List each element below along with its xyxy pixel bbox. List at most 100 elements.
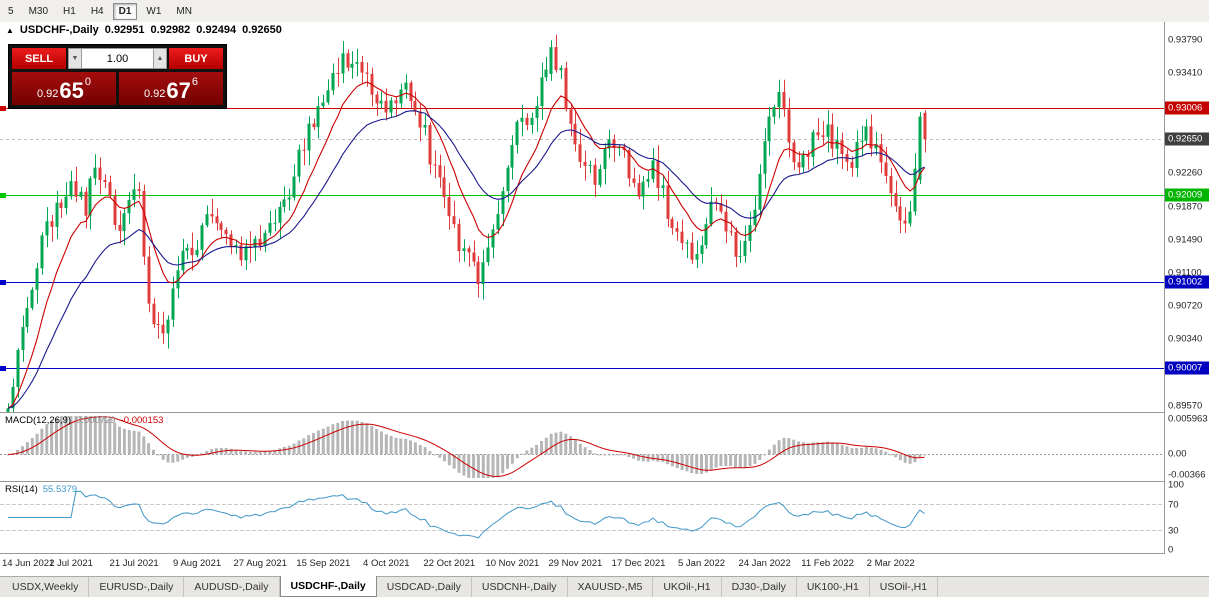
macd-signal-line xyxy=(7,416,925,478)
chart-tab-dj30-daily[interactable]: DJ30-,Daily xyxy=(722,577,797,597)
macd-axis--0.00366: -0.00366 xyxy=(1168,469,1206,481)
ohlc-low: 0.92494 xyxy=(196,24,237,36)
price-tick-0.89570: 0.89570 xyxy=(1168,400,1203,412)
date-label-24-jan-2022: 24 Jan 2022 xyxy=(738,558,791,569)
price-tick-0.92260: 0.92260 xyxy=(1168,167,1203,179)
ohlc-open: 0.92951 xyxy=(104,24,145,36)
timeframe-button-w1[interactable]: W1 xyxy=(146,5,162,17)
buy-price-display[interactable]: 0.92 67 6 xyxy=(119,72,223,105)
support-line-blue-1-edge-marker xyxy=(0,279,6,285)
price-axis[interactable]: 0.93790 0.93410 0.92260 0.91870 0.91490 0.911… xyxy=(1165,22,1209,556)
timeframe-button-h4[interactable]: H4 xyxy=(90,5,104,17)
price-tick-0.91870: 0.91870 xyxy=(1168,201,1203,213)
rsi-label: RSI(14) 55.5379 xyxy=(5,484,77,495)
date-label-14-jun-2021: 14 Jun 2021 xyxy=(2,558,55,569)
macd-axis-0.00: 0.00 xyxy=(1168,448,1187,460)
macd-main-value: 0.000729 xyxy=(76,415,116,426)
pane-separator-1[interactable] xyxy=(0,412,1209,413)
macd-name: MACD(12,26,9) xyxy=(5,415,71,426)
date-label-29-nov-2021: 29 Nov 2021 xyxy=(548,558,603,569)
ohlc-close: 0.92650 xyxy=(242,24,282,36)
volume-decrease-button[interactable]: ▼ xyxy=(68,48,82,69)
ohlc-high: 0.92982 xyxy=(150,24,191,36)
chart-tabs-bar: USDX,Weekly EURUSD-,Daily AUDUSD-,Daily USD… xyxy=(0,576,1209,597)
date-label-22-oct-2021: 22 Oct 2021 xyxy=(423,558,476,569)
support-line-blue-2-edge-marker xyxy=(0,366,6,372)
date-label-5-jan-2022: 5 Jan 2022 xyxy=(677,558,726,569)
volume-increase-button[interactable]: ▲ xyxy=(153,48,167,69)
one-click-trading-panel: SELL ▼ 1.00 ▲ BUY 0.92 65 0 0.92 xyxy=(8,44,227,109)
candlestick-chart[interactable] xyxy=(0,22,1164,412)
chart-tab-usoil-h1[interactable]: USOil-,H1 xyxy=(870,577,939,597)
rsi-value: 55.5379 xyxy=(42,484,78,495)
volume-input[interactable]: 1.00 xyxy=(82,48,153,69)
macd-signal-value: -0.000153 xyxy=(120,415,164,426)
sell-price-display[interactable]: 0.92 65 0 xyxy=(12,72,116,105)
pane-separator-3[interactable] xyxy=(0,553,1209,554)
timeframe-button-m30[interactable]: M30 xyxy=(28,5,49,17)
rsi-axis-100: 100 xyxy=(1168,479,1184,491)
volume-spinner: ▼ 1.00 ▲ xyxy=(68,48,167,69)
macd-indicator-pane[interactable]: MACD(12,26,9) 0.000729 -0.000153 xyxy=(0,413,1164,481)
ma-slow-line xyxy=(7,110,925,409)
date-label-27-aug-2021: 27 Aug 2021 xyxy=(233,558,287,569)
chart-tab-audusd-daily[interactable]: AUDUSD-,Daily xyxy=(184,577,280,597)
main-chart-pane[interactable]: ▲ USDCHF-,Daily 0.92951 0.92982 0.92494 … xyxy=(0,22,1164,412)
rsi-chart[interactable] xyxy=(0,482,1164,553)
macd-chart[interactable] xyxy=(0,413,1164,481)
price-tick-0.93410: 0.93410 xyxy=(1168,67,1203,79)
chart-tab-usdchf-daily[interactable]: USDCHF-,Daily xyxy=(279,576,377,597)
chart-tab-eurusd-daily[interactable]: EURUSD-,Daily xyxy=(89,577,185,597)
pane-separator-2[interactable] xyxy=(0,481,1209,482)
ma-fast-line xyxy=(7,81,926,409)
date-label-21-jul-2021: 21 Jul 2021 xyxy=(109,558,159,569)
timeframe-button-h1[interactable]: H1 xyxy=(63,5,76,17)
chart-tab-usdcnh-daily[interactable]: USDCNH-,Daily xyxy=(472,577,568,597)
chart-tab-ukoil-h1[interactable]: UKOil-,H1 xyxy=(653,577,722,597)
rsi-axis-0: 0 xyxy=(1168,544,1174,556)
buy-price-pip-digit: 6 xyxy=(191,76,199,88)
price-tick-0.91490: 0.91490 xyxy=(1168,234,1203,245)
sell-button[interactable]: SELL xyxy=(12,48,66,69)
buy-price-big-digits: 67 xyxy=(166,78,191,103)
rsi-axis-30: 30 xyxy=(1168,525,1179,536)
price-tick-0.90340: 0.90340 xyxy=(1168,333,1203,345)
date-label-17-dec-2021: 17 Dec 2021 xyxy=(611,558,666,569)
chart-tab-uk100-h1[interactable]: UK100-,H1 xyxy=(797,577,870,597)
collapse-trade-panel-icon[interactable]: ▲ xyxy=(6,25,14,35)
sell-price-pip-digit: 0 xyxy=(84,76,92,88)
date-axis[interactable]: 14 Jun 2021 2 Jul 2021 21 Jul 2021 9 Aug 20… xyxy=(0,554,1164,576)
price-badge-0.90007: 0.90007 xyxy=(1165,361,1209,375)
chart-tab-usdx-weekly[interactable]: USDX,Weekly xyxy=(2,577,90,597)
rsi-line xyxy=(8,490,925,539)
buy-button[interactable]: BUY xyxy=(169,48,223,69)
chart-tab-usdcad-daily[interactable]: USDCAD-,Daily xyxy=(377,577,472,597)
timeframe-button-mn[interactable]: MN xyxy=(176,5,192,17)
rsi-name: RSI(14) xyxy=(5,484,38,495)
macd-axis-0.005963: 0.005963 xyxy=(1168,413,1208,425)
resistance-line-red-edge-marker xyxy=(0,106,6,112)
price-tick-0.93790: 0.93790 xyxy=(1168,34,1203,46)
timeframe-button-d1[interactable]: D1 xyxy=(112,2,138,20)
chart-tab-xauusd-m5[interactable]: XAUUSD-,M5 xyxy=(568,577,654,597)
sell-price-big-digits: 65 xyxy=(59,78,84,103)
price-badge-0.91002: 0.91002 xyxy=(1165,275,1209,289)
price-badge-0.93006: 0.93006 xyxy=(1165,101,1209,115)
date-label-11-feb-2022: 11 Feb 2022 xyxy=(801,558,854,569)
price-tick-0.91100: 0.91100 xyxy=(1168,267,1202,279)
timeframe-button-5[interactable]: 5 xyxy=(8,5,14,17)
price-tick-0.90720: 0.90720 xyxy=(1168,300,1203,312)
timeframe-toolbar: 5 M30 H1 H4 D1 W1 MN xyxy=(0,0,1209,23)
symbol-label: USDCHF-,Daily xyxy=(19,24,99,36)
date-label-9-aug-2021: 9 Aug 2021 xyxy=(173,558,222,569)
price-badge-0.92650: 0.92650 xyxy=(1165,132,1209,146)
rsi-indicator-pane[interactable]: RSI(14) 55.5379 xyxy=(0,482,1164,553)
date-label-2-mar-2022: 2 Mar 2022 xyxy=(866,558,915,569)
chart-header: ▲ USDCHF-,Daily 0.92951 0.92982 0.92494 … xyxy=(6,24,282,36)
macd-label: MACD(12,26,9) 0.000729 -0.000153 xyxy=(5,415,163,426)
price-badge-0.92009: 0.92009 xyxy=(1165,188,1209,202)
chart-region: ▲ USDCHF-,Daily 0.92951 0.92982 0.92494 … xyxy=(0,22,1209,576)
timeframe-buttons: 5 M30 H1 H4 D1 W1 MN xyxy=(0,2,198,20)
date-label-15-sep-2021: 15 Sep 2021 xyxy=(296,558,351,569)
